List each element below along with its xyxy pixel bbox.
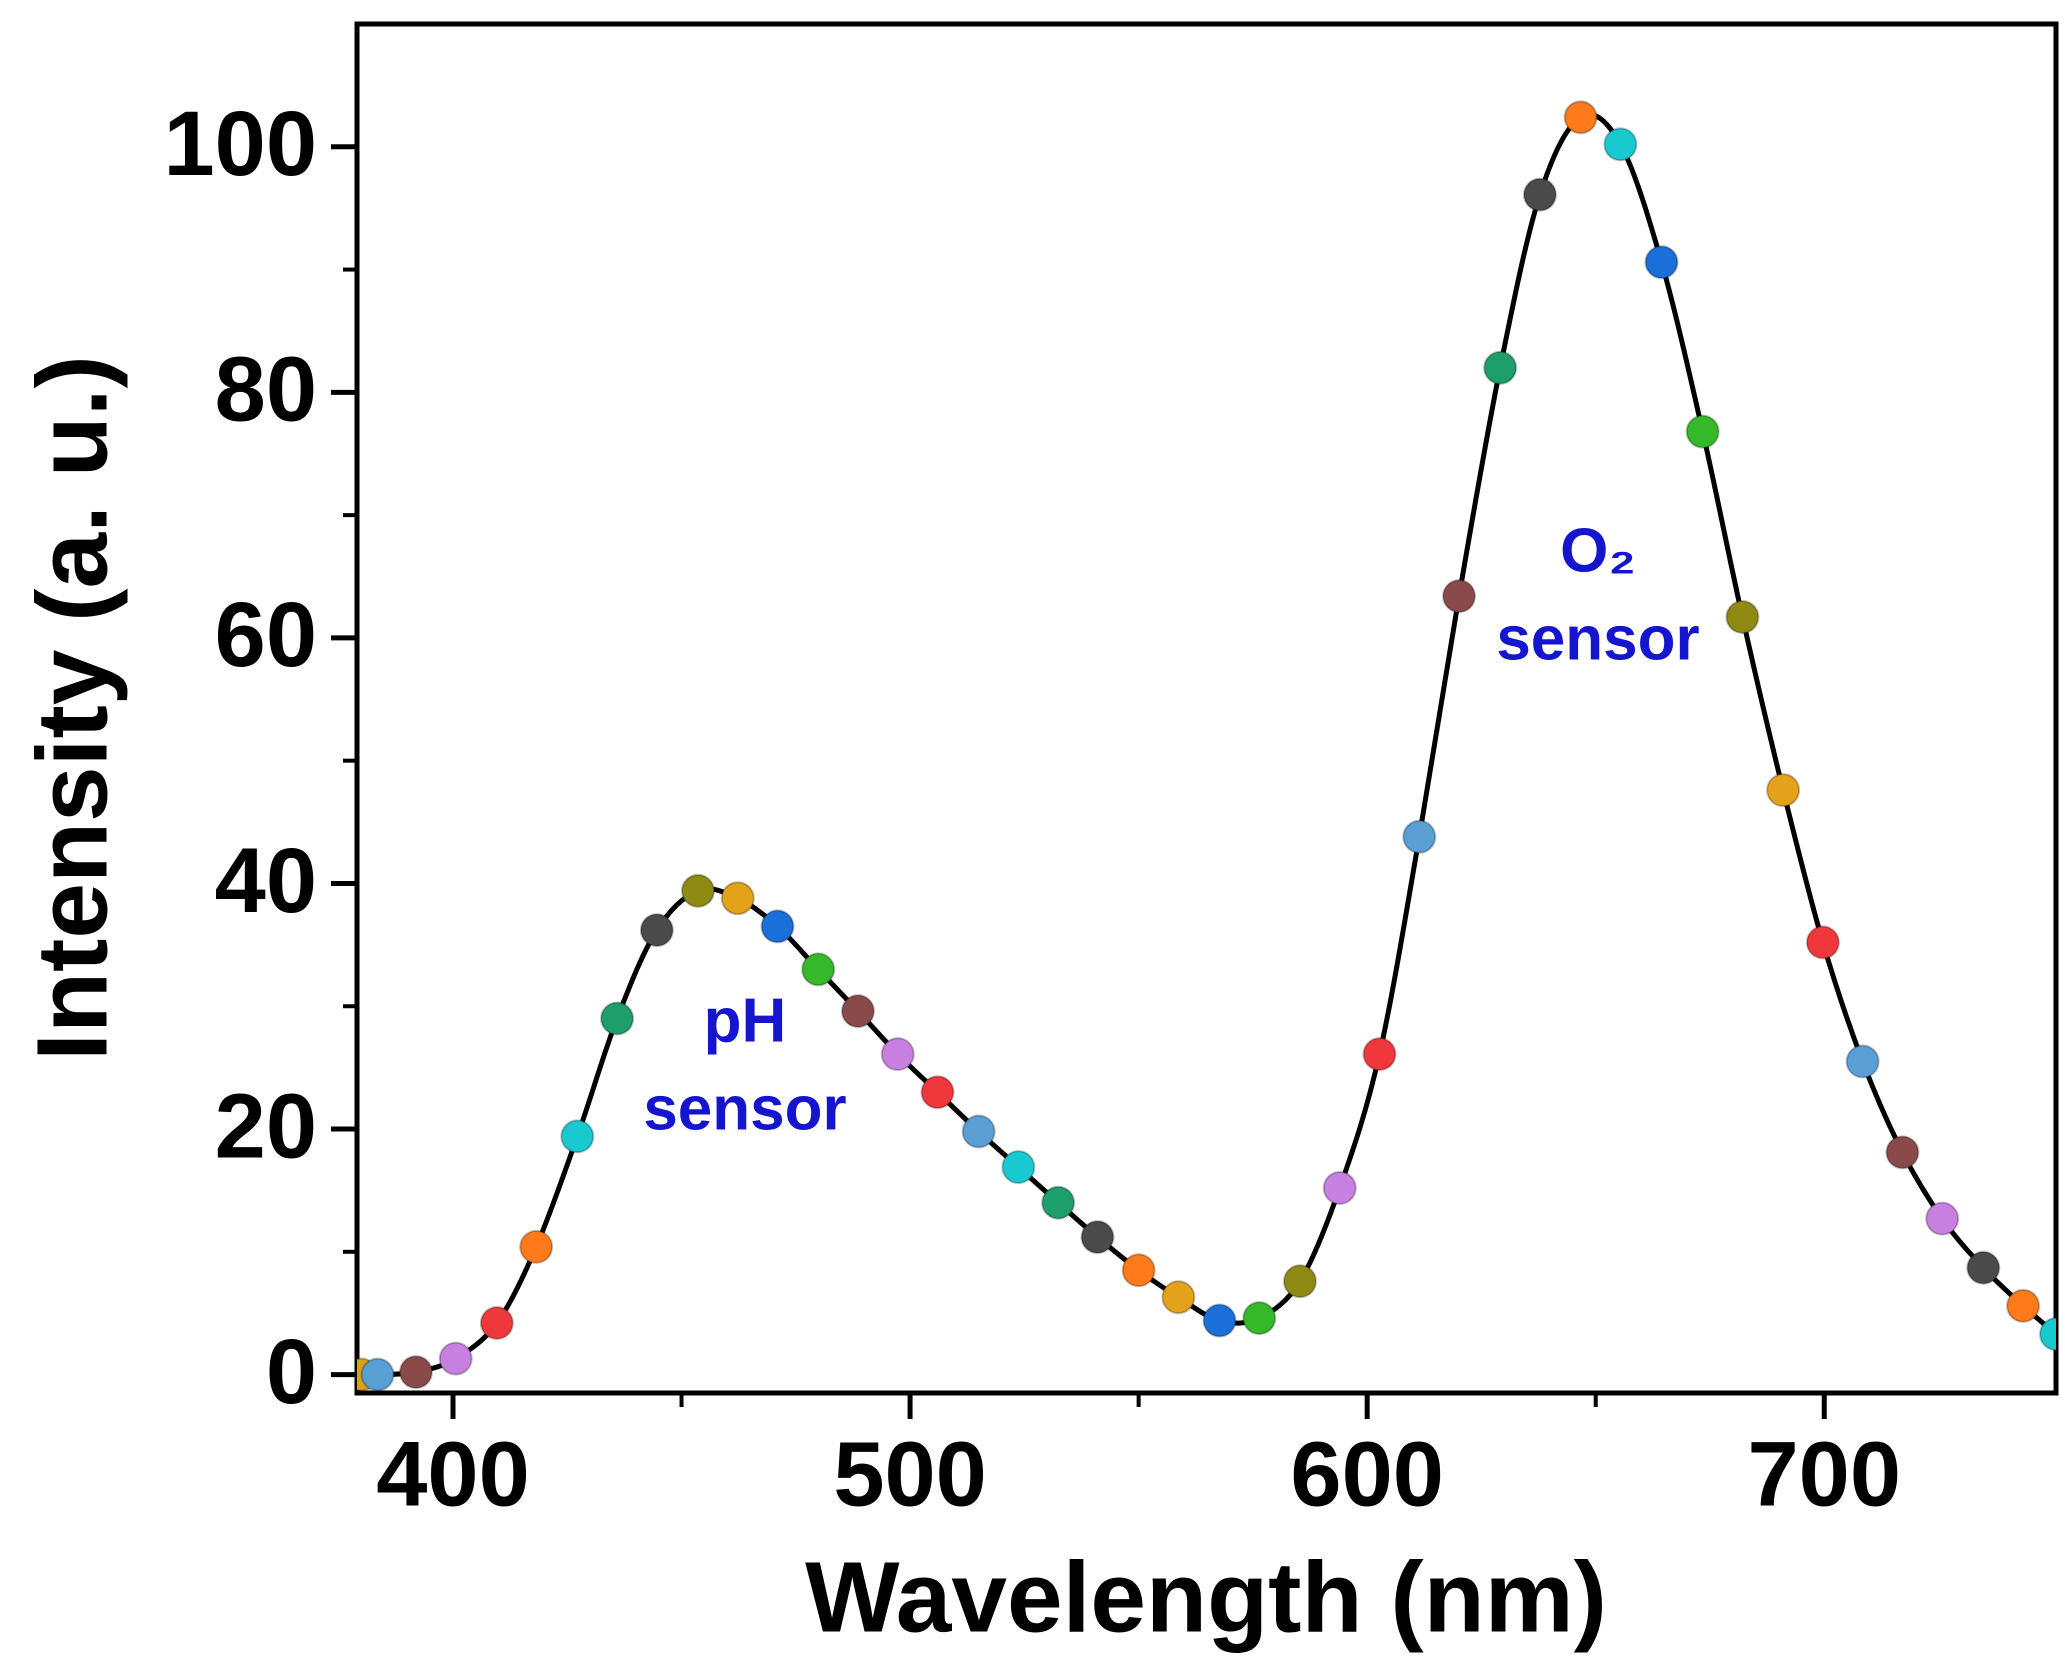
data-point [1121, 1253, 1156, 1288]
data-point [519, 1229, 554, 1264]
data-point [1603, 127, 1638, 162]
data-point [880, 1037, 915, 1072]
data-point [1242, 1301, 1277, 1336]
data-point [720, 881, 755, 916]
x-tick-label: 400 [376, 1423, 530, 1525]
x-tick-label: 700 [1748, 1423, 1902, 1525]
data-point [1563, 100, 1598, 135]
data-point [1041, 1185, 1076, 1220]
data-point [639, 913, 674, 948]
data-line [361, 112, 2056, 1378]
data-point [1644, 245, 1679, 280]
data-point [600, 1001, 635, 1036]
data-point [1925, 1201, 1960, 1236]
plot-area [357, 100, 2056, 1392]
data-point [1685, 414, 1720, 449]
data-point [760, 909, 795, 944]
data-point [1483, 350, 1518, 385]
data-point [840, 994, 875, 1029]
y-tick-label: 60 [215, 584, 317, 686]
data-point [801, 952, 836, 987]
data-point [1522, 177, 1557, 212]
data-point [1885, 1135, 1920, 1170]
y-tick-label: 0 [266, 1321, 317, 1423]
y-tick-label: 20 [215, 1075, 317, 1177]
data-point [1442, 579, 1477, 614]
y-tick-label: 80 [215, 339, 317, 441]
data-point [1362, 1037, 1397, 1072]
x-tick-label: 500 [833, 1423, 987, 1525]
data-point [1766, 773, 1801, 808]
annotation: O₂ [1560, 516, 1636, 585]
data-point [961, 1114, 996, 1149]
data-point [1080, 1220, 1115, 1255]
annotation: pH [704, 986, 787, 1055]
x-axis-title: Wavelength (nm) [805, 1541, 1607, 1653]
data-point [2039, 1317, 2056, 1352]
data-point [920, 1075, 955, 1110]
data-point [1001, 1150, 1036, 1185]
data-point [1845, 1044, 1880, 1079]
data-point [2006, 1288, 2041, 1323]
data-point [1725, 600, 1760, 635]
data-point [560, 1119, 595, 1154]
x-tick-label: 600 [1290, 1423, 1444, 1525]
data-point [1161, 1280, 1196, 1315]
data-point [1805, 925, 1840, 960]
annotation: sensor [1496, 604, 1699, 673]
data-point [1402, 819, 1437, 854]
data-point [1282, 1264, 1317, 1299]
data-point [360, 1357, 395, 1392]
annotation: sensor [643, 1074, 846, 1143]
y-tick-label: 100 [164, 93, 318, 195]
data-point [680, 873, 715, 908]
y-axis-title: Intensity (a. u.) [16, 355, 128, 1061]
data-point [1322, 1170, 1357, 1205]
data-point [398, 1355, 433, 1390]
data-point [1202, 1303, 1237, 1338]
data-point [479, 1306, 514, 1341]
plot-frame [354, 21, 2059, 1396]
y-tick-label: 40 [215, 830, 317, 932]
data-point [438, 1341, 473, 1376]
data-point [1966, 1250, 2001, 1285]
